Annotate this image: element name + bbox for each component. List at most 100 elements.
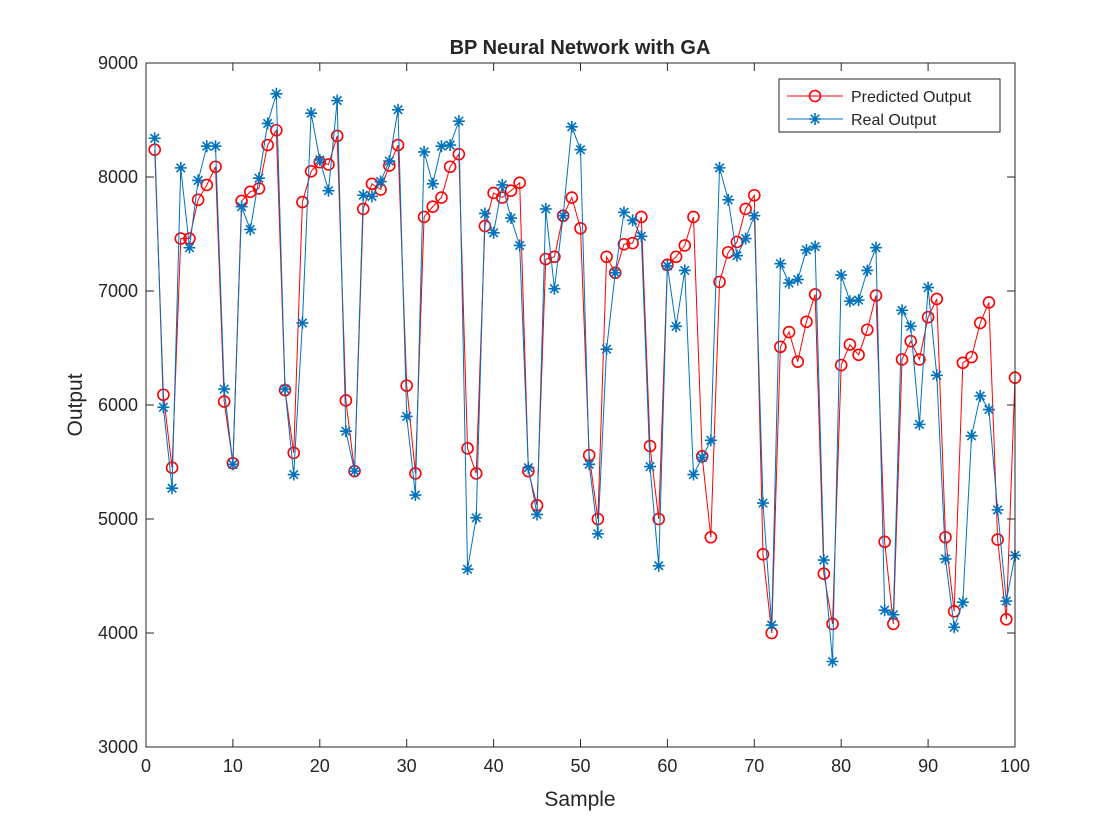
data-point bbox=[400, 410, 413, 423]
data-point bbox=[513, 239, 526, 252]
data-point bbox=[218, 383, 231, 396]
data-point bbox=[1000, 595, 1013, 608]
data-point bbox=[617, 206, 630, 219]
data-point bbox=[800, 243, 813, 256]
data-point bbox=[331, 94, 344, 107]
data-point bbox=[452, 115, 465, 128]
data-point bbox=[852, 348, 865, 362]
data-point bbox=[635, 230, 648, 243]
data-point bbox=[418, 145, 431, 158]
data-point bbox=[531, 508, 544, 521]
y-tick-label: 5000 bbox=[98, 509, 138, 529]
data-point bbox=[861, 264, 874, 277]
data-point bbox=[748, 209, 761, 222]
x-tick-label: 10 bbox=[223, 756, 243, 776]
data-point bbox=[852, 294, 865, 307]
data-point bbox=[696, 451, 709, 464]
data-point bbox=[478, 207, 491, 220]
data-point bbox=[270, 87, 283, 100]
data-point bbox=[217, 395, 231, 408]
data-point bbox=[183, 241, 196, 254]
plot-area bbox=[146, 63, 1015, 747]
data-point bbox=[1000, 613, 1013, 626]
data-point bbox=[548, 282, 561, 295]
data-point bbox=[878, 535, 891, 549]
data-point bbox=[191, 193, 205, 207]
data-point bbox=[939, 530, 952, 544]
data-point bbox=[974, 389, 987, 402]
data-point bbox=[252, 172, 265, 185]
x-tick-label: 60 bbox=[657, 756, 677, 776]
legend-box bbox=[778, 78, 1001, 133]
data-point bbox=[374, 175, 387, 188]
data-point bbox=[270, 123, 283, 137]
data-point bbox=[304, 165, 318, 178]
x-tick-label: 30 bbox=[397, 756, 417, 776]
y-tick-label: 4000 bbox=[98, 623, 138, 643]
data-point bbox=[469, 467, 483, 480]
data-point bbox=[895, 353, 909, 366]
data-point bbox=[982, 296, 996, 309]
data-point bbox=[600, 250, 613, 264]
data-point bbox=[921, 310, 935, 324]
data-point bbox=[860, 323, 874, 337]
data-point bbox=[166, 482, 179, 495]
data-point bbox=[704, 434, 717, 447]
data-point bbox=[591, 527, 604, 540]
series-line bbox=[154, 128, 1016, 634]
data-point bbox=[487, 226, 500, 239]
series-line bbox=[154, 93, 1016, 662]
data-point bbox=[348, 465, 361, 478]
data-point bbox=[226, 458, 239, 471]
data-point bbox=[287, 446, 301, 460]
data-point bbox=[392, 103, 405, 116]
data-point bbox=[730, 249, 743, 262]
data-point bbox=[330, 129, 344, 143]
data-point bbox=[808, 288, 822, 301]
data-point bbox=[461, 442, 474, 455]
y-tick-label: 6000 bbox=[98, 395, 138, 415]
data-point bbox=[896, 304, 909, 317]
data-point bbox=[513, 176, 526, 189]
data-point bbox=[887, 608, 900, 621]
data-point bbox=[869, 289, 883, 302]
data-point bbox=[583, 458, 596, 471]
data-point bbox=[904, 334, 918, 348]
x-tick-label: 90 bbox=[918, 756, 938, 776]
axis-tick-labels: 0 10 20 30 40 50 60 70 80 90 100 3000 4000 5000 6000 70… bbox=[98, 53, 1030, 776]
data-point bbox=[548, 250, 561, 264]
legend-label: Predicted Output bbox=[851, 89, 972, 106]
data-point bbox=[939, 552, 952, 565]
x-tick-label: 70 bbox=[744, 756, 764, 776]
data-point bbox=[357, 189, 370, 202]
x-tick-label: 50 bbox=[570, 756, 590, 776]
data-point bbox=[643, 439, 657, 453]
data-point bbox=[495, 191, 509, 204]
legend-entry: Predicted Output bbox=[787, 89, 972, 106]
data-point bbox=[287, 468, 300, 481]
x-tick-label: 100 bbox=[1000, 756, 1030, 776]
data-point bbox=[574, 222, 587, 235]
data-point bbox=[922, 281, 935, 294]
data-point bbox=[973, 316, 987, 330]
data-point bbox=[626, 236, 639, 250]
y-tick-label: 7000 bbox=[98, 281, 138, 301]
data-point bbox=[982, 403, 995, 416]
data-point bbox=[930, 369, 943, 382]
data-point bbox=[443, 160, 457, 174]
data-point bbox=[261, 117, 274, 130]
data-point bbox=[279, 383, 292, 396]
series-layer bbox=[148, 87, 1022, 668]
data-point bbox=[209, 160, 222, 174]
data-point bbox=[426, 200, 440, 213]
data-point bbox=[400, 379, 414, 392]
data-point bbox=[644, 460, 657, 473]
chart-title: BP Neural Network with GA bbox=[450, 37, 711, 59]
data-point bbox=[739, 202, 752, 216]
data-point bbox=[678, 239, 692, 252]
data-point bbox=[600, 343, 613, 356]
x-tick-label: 80 bbox=[831, 756, 851, 776]
data-point bbox=[435, 191, 448, 204]
data-point bbox=[522, 461, 535, 474]
